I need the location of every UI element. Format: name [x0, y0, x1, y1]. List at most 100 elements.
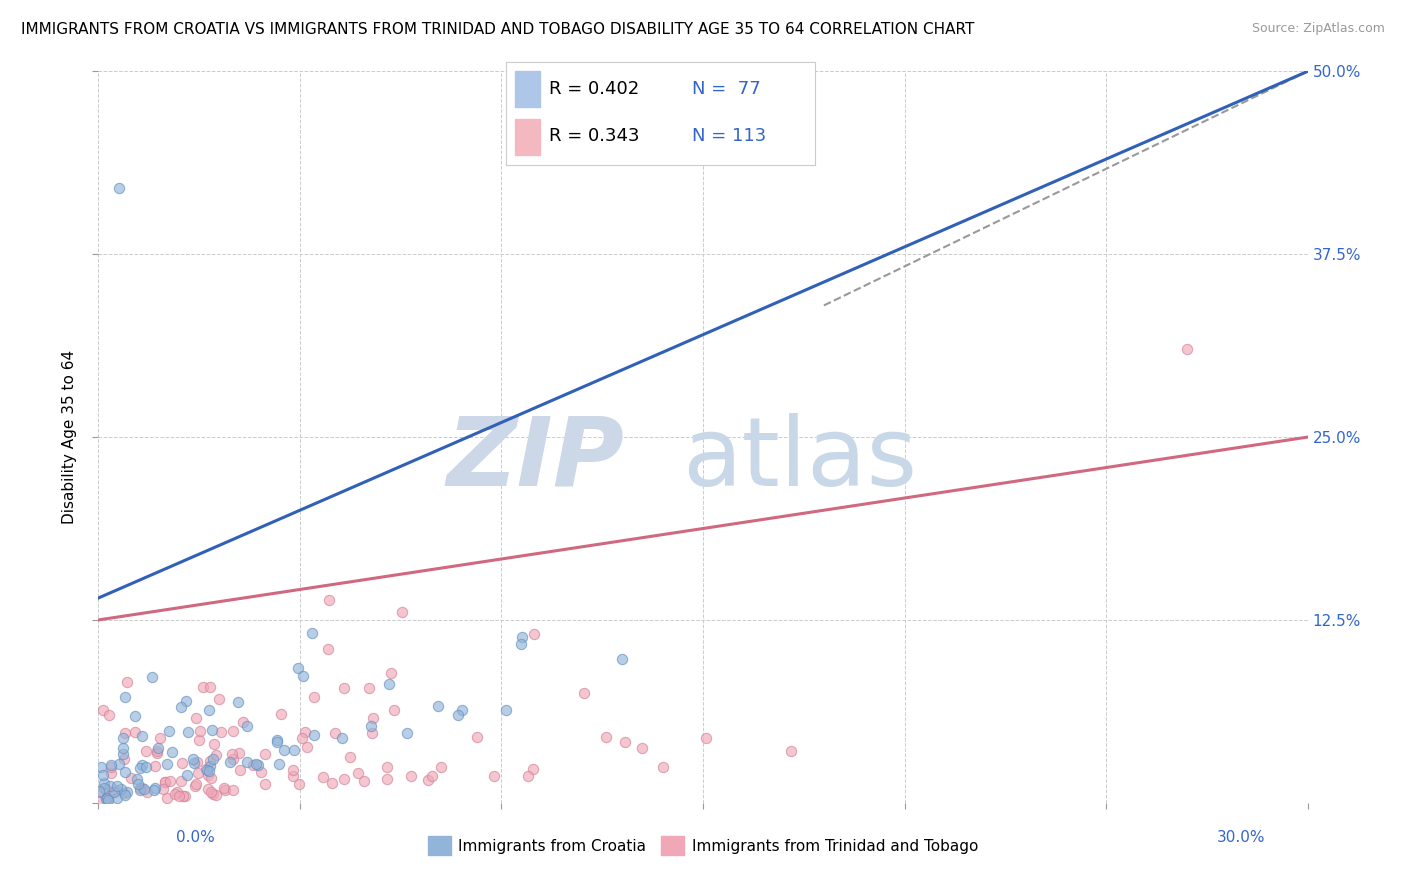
Point [422, 769, 444, 783]
Point [197, 768, 219, 782]
Point [465, 730, 488, 744]
Point [245, 756, 267, 771]
Point [97, 792, 120, 806]
Point [108, 181, 131, 195]
Text: 0.0%: 0.0% [176, 830, 215, 845]
Point [152, 781, 174, 796]
Point [146, 744, 169, 758]
Point [114, 789, 136, 803]
Point [291, 731, 314, 745]
Point [1175, 343, 1198, 357]
Point [304, 690, 326, 704]
Point [146, 747, 169, 761]
Point [155, 774, 177, 789]
Point [321, 776, 343, 790]
Point [110, 781, 132, 796]
Point [221, 751, 243, 765]
FancyBboxPatch shape [516, 70, 540, 106]
Point [100, 758, 122, 772]
Text: Source: ZipAtlas.com: Source: ZipAtlas.com [1251, 22, 1385, 36]
Point [200, 771, 222, 785]
Point [112, 786, 135, 800]
FancyBboxPatch shape [516, 119, 540, 155]
Point [273, 743, 295, 757]
Point [200, 754, 222, 768]
Y-axis label: Disability Age 35 to 64: Disability Age 35 to 64 [62, 350, 77, 524]
Point [197, 782, 219, 797]
Point [143, 759, 166, 773]
Point [779, 744, 801, 758]
Point [131, 757, 153, 772]
Text: R = 0.343: R = 0.343 [550, 127, 640, 145]
Point [129, 780, 152, 795]
Point [333, 772, 356, 786]
Point [360, 719, 382, 733]
Point [391, 605, 413, 619]
Point [198, 703, 221, 717]
Point [429, 760, 451, 774]
Point [229, 764, 252, 778]
Point [98, 779, 121, 793]
Point [135, 744, 157, 758]
Point [200, 723, 222, 737]
Point [294, 724, 316, 739]
Point [101, 785, 124, 799]
Point [100, 765, 122, 780]
Point [170, 773, 193, 788]
Point [146, 740, 169, 755]
Point [141, 670, 163, 684]
Point [283, 742, 305, 756]
Point [112, 731, 135, 745]
Point [287, 660, 309, 674]
Point [160, 745, 183, 759]
Point [301, 625, 323, 640]
Point [195, 763, 218, 777]
Point [201, 752, 224, 766]
Point [198, 758, 221, 772]
Point [174, 694, 197, 708]
Point [105, 780, 128, 794]
Point [188, 733, 211, 747]
Point [117, 785, 139, 799]
Point [253, 747, 276, 761]
Point [281, 768, 304, 782]
Text: 30.0%: 30.0% [1218, 830, 1265, 845]
Point [176, 768, 198, 782]
Point [291, 669, 314, 683]
Point [253, 777, 276, 791]
Point [222, 724, 245, 739]
Point [360, 725, 382, 739]
Point [94, 782, 117, 797]
Point [484, 769, 506, 783]
Point [205, 789, 228, 803]
Point [156, 790, 179, 805]
Point [156, 757, 179, 772]
Point [143, 781, 166, 796]
Point [236, 755, 259, 769]
Text: atlas: atlas [682, 412, 917, 506]
Point [111, 747, 134, 761]
Point [447, 707, 470, 722]
Point [382, 703, 405, 717]
Point [509, 637, 531, 651]
Point [172, 756, 194, 771]
Point [187, 766, 209, 780]
Point [135, 760, 157, 774]
Point [202, 738, 225, 752]
Point [184, 780, 207, 794]
Point [166, 785, 188, 799]
Point [316, 642, 339, 657]
Point [377, 676, 399, 690]
Point [232, 715, 254, 730]
Point [357, 681, 380, 695]
Point [267, 757, 290, 772]
Point [129, 783, 152, 797]
Point [120, 771, 142, 785]
Point [198, 681, 221, 695]
Point [222, 782, 245, 797]
Point [186, 755, 208, 769]
Point [136, 785, 159, 799]
Point [346, 766, 368, 780]
Point [330, 731, 353, 746]
Point [157, 723, 180, 738]
